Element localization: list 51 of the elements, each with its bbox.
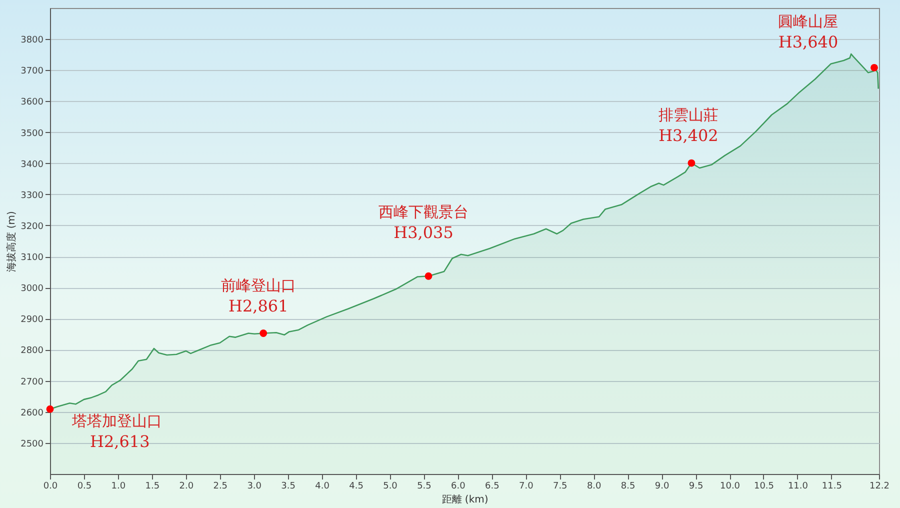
x-tick-label: 4.5 (349, 482, 364, 492)
x-tick-label: 10.5 (754, 482, 774, 492)
x-tick-label: 7.5 (552, 482, 568, 492)
x-tick-label: 9.5 (688, 482, 704, 492)
x-tick-label: 7.0 (518, 482, 534, 492)
x-tick-label: 2.5 (213, 482, 228, 492)
y-tick-label: 2600 (20, 408, 44, 418)
y-tick-label: 3800 (20, 36, 44, 46)
annotation: 圓峰山屋 H3,640 (778, 12, 838, 52)
point (688, 159, 696, 167)
point (870, 64, 878, 72)
y-tick-label: 3600 (20, 98, 44, 108)
y-tick-label: 3300 (20, 190, 44, 201)
x-tick-label: 8.5 (620, 482, 636, 492)
y-tick-label: 2700 (20, 377, 44, 388)
x-tick-label: 2.0 (179, 482, 194, 492)
x-tick-label: 0.0 (43, 482, 58, 492)
y-tick-label: 2800 (20, 346, 44, 356)
y-tick-label: 3500 (20, 128, 44, 139)
annotation: 塔塔加登山口 H2,613 (71, 412, 162, 452)
y-tick-label: 3000 (20, 284, 44, 294)
y-tick-label: 2900 (20, 315, 44, 326)
x-tick-label: 1.5 (145, 482, 160, 492)
x-axis-title: 距離 (km) (442, 494, 488, 506)
x-tick-label: 3.5 (281, 482, 296, 492)
y-tick-label: 3700 (20, 66, 44, 77)
y-axis-title: 海拔高度 (m) (6, 211, 18, 272)
x-tick-label: 10.0 (720, 482, 740, 492)
x-tick-label: 8.0 (586, 482, 602, 492)
y-tick-label: 3200 (20, 222, 44, 232)
x-tick-label: 1.0 (111, 482, 126, 492)
x-tick-label: 5.5 (417, 482, 432, 492)
point (260, 330, 268, 337)
y-tick-label: 3400 (20, 160, 44, 170)
annotation: 西峰下觀景台 H3,035 (378, 203, 468, 242)
y-tick-label: 3100 (20, 253, 44, 264)
x-tick-label: 0.5 (77, 482, 92, 492)
x-tick-label: 6.5 (485, 482, 500, 492)
point (424, 272, 432, 280)
x-tick-label: 12.2 (869, 482, 890, 492)
y-tick-label: 2500 (20, 439, 44, 450)
x-tick-label: 6.0 (451, 482, 466, 492)
x-tick-label: 5.0 (383, 482, 398, 492)
x-tick-label: 3.0 (247, 482, 262, 492)
x-tick-label: 11.5 (822, 482, 842, 492)
annotation: 前峰登山口 H2,861 (220, 276, 296, 316)
x-tick-label: 9.0 (654, 482, 670, 492)
x-tick-label: 4.0 (315, 482, 330, 492)
annotation: 排雲山莊 H3,402 (658, 106, 718, 146)
x-tick-label: 11.0 (788, 482, 808, 492)
point (46, 405, 54, 413)
